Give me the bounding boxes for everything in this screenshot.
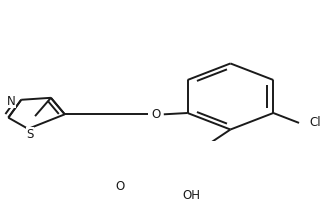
Text: N: N (7, 95, 16, 108)
Text: Cl: Cl (309, 116, 320, 129)
Text: O: O (151, 108, 160, 121)
Text: O: O (115, 180, 125, 193)
Text: OH: OH (182, 189, 201, 202)
Text: S: S (27, 128, 34, 141)
